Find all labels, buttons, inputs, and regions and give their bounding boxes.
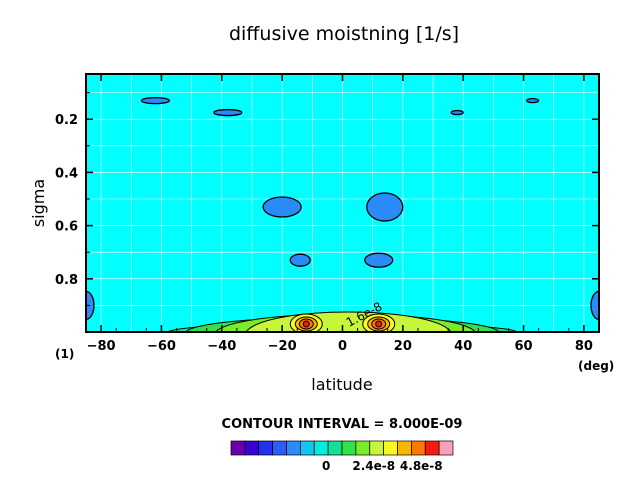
colorbar-swatch	[411, 440, 426, 456]
colorbar-swatch	[230, 440, 246, 456]
x-tick-label: −60	[147, 339, 176, 354]
colorbar-swatch	[341, 440, 357, 456]
x-tick-label: 60	[515, 339, 533, 354]
contour-interval-text: CONTOUR INTERVAL = 8.000E-09	[222, 417, 463, 432]
contour-negative-region	[590, 290, 599, 321]
colorbar-swatch	[244, 440, 260, 456]
y-axis-unit: (1)	[55, 347, 74, 361]
x-tick-label: 20	[394, 339, 412, 354]
x-tick-label: 80	[575, 339, 593, 354]
x-tick-label: −20	[268, 339, 297, 354]
contour-negative-region	[140, 96, 171, 105]
contour-negative-region	[289, 253, 311, 267]
contour-positive-max	[302, 320, 310, 328]
colorbar-tick-label: 0	[322, 459, 330, 473]
x-tick-label: −40	[207, 339, 236, 354]
x-tick-label: −80	[87, 339, 116, 354]
colorbar-swatch	[313, 440, 329, 456]
plot-area: 1.6e-8 −80 −60 −40 −20 0 20 40 60 80 0.20.40.60.…	[55, 73, 600, 354]
y-tick-label: 0.2	[55, 113, 78, 128]
colorbar-swatch	[327, 440, 343, 456]
colorbar-swatch	[424, 440, 440, 456]
y-tick-label: 0.8	[55, 273, 78, 288]
colorbar	[230, 440, 454, 456]
colorbar-tick-label: 2.4e-8	[352, 459, 395, 473]
colorbar-swatch	[286, 440, 301, 456]
colorbar-swatch	[355, 440, 371, 456]
contour-fills	[86, 96, 599, 332]
x-axis-unit: (deg)	[578, 359, 614, 373]
colorbar-tick-label: 4.8e-8	[400, 459, 443, 473]
contour-negative-region	[262, 196, 302, 218]
contour-negative-region	[213, 108, 243, 117]
x-axis-label: latitude	[311, 375, 372, 394]
x-tick-label: 0	[338, 339, 347, 354]
y-tick-label: 0.6	[55, 220, 78, 235]
contour-negative-region	[525, 97, 540, 104]
contour-negative-region	[366, 192, 404, 222]
colorbar-swatch	[300, 440, 315, 456]
x-tick-label: 40	[454, 339, 472, 354]
y-axis-label: sigma	[29, 179, 48, 227]
colorbar-swatch	[438, 440, 454, 456]
x-axis-ticks: −80 −60 −40 −20 0 20 40 60 80	[85, 74, 600, 354]
y-axis-ticks: 0.2 0.4 0.6 0.8	[55, 92, 599, 333]
contour-negative-region	[364, 252, 394, 268]
y-tick-label: 0.4	[55, 166, 78, 181]
colorbar-swatch	[369, 440, 384, 456]
contour-negative-region	[450, 109, 464, 116]
colorbar-swatch	[397, 440, 412, 456]
colorbar-swatch	[272, 440, 287, 456]
colorbar-swatch	[383, 440, 398, 456]
chart-title: diffusive moistning [1/s]	[229, 23, 459, 45]
colorbar-tick-labels: 0 2.4e-8 4.8e-8	[322, 459, 443, 473]
contour-positive-max	[375, 320, 383, 328]
colorbar-swatch	[258, 440, 273, 456]
